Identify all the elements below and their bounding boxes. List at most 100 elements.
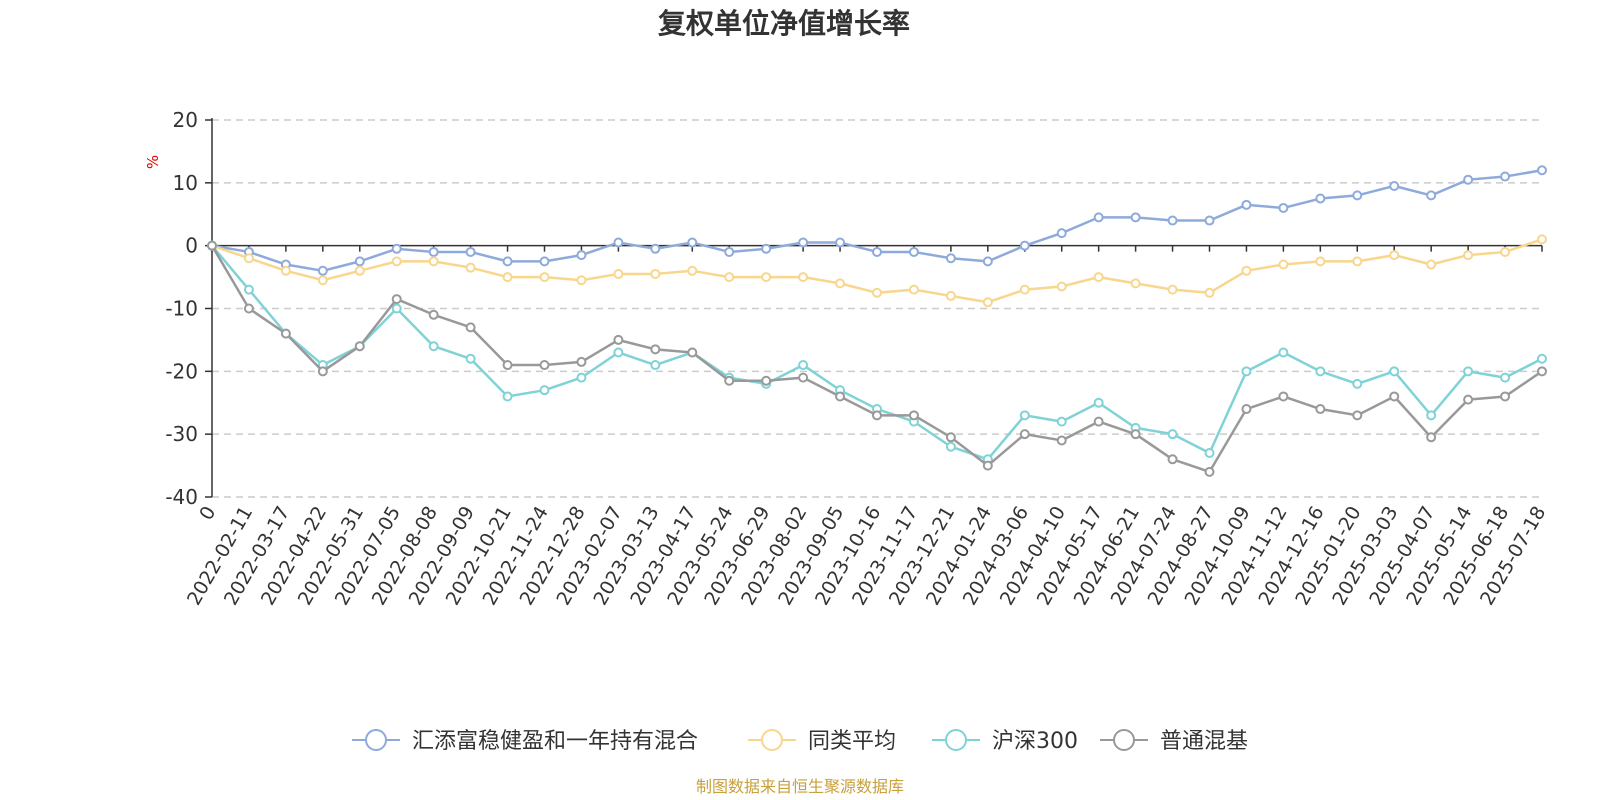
legend[interactable]: 汇添富稳健盈和一年持有混合 同类平均 沪深300 普通混基 [352, 729, 1248, 754]
data-point-1 [243, 253, 254, 264]
data-point-0 [1278, 202, 1289, 213]
data-point-0 [872, 246, 882, 257]
data-point-2 [1056, 416, 1067, 427]
data-point-0 [317, 265, 328, 276]
data-point-0 [1019, 240, 1030, 251]
data-point-1 [872, 287, 882, 298]
data-point-3 [945, 432, 956, 443]
data-point-3 [1019, 429, 1030, 440]
data-point-3 [1463, 394, 1474, 405]
data-point-1 [835, 278, 846, 289]
data-point-3 [687, 347, 698, 358]
data-point-0 [761, 243, 772, 254]
legend-marker-icon [761, 729, 783, 751]
data-point-0 [1241, 199, 1252, 210]
data-point-1 [1130, 278, 1141, 289]
data-point-0 [724, 246, 735, 257]
data-point-3 [576, 356, 587, 367]
legend-label: 同类平均 [808, 729, 896, 754]
data-point-2 [1019, 410, 1030, 421]
data-point-0 [650, 243, 661, 254]
data-point-2 [1389, 366, 1400, 377]
data-point-0 [908, 246, 919, 257]
legend-item-2[interactable]: 沪深300 [932, 729, 1078, 754]
legend-label: 普通混基 [1160, 729, 1248, 754]
axes [205, 118, 1543, 498]
grid-lines [212, 119, 1542, 498]
data-point-1 [1315, 256, 1326, 267]
data-point-2 [1241, 366, 1252, 377]
legend-item-1[interactable]: 同类平均 [748, 729, 896, 754]
data-point-1 [1500, 246, 1511, 257]
data-point-3 [1241, 404, 1252, 415]
data-point-1 [1389, 250, 1400, 261]
data-point-3 [650, 344, 661, 355]
data-point-3 [1426, 432, 1437, 443]
data-point-0 [798, 237, 809, 248]
chart-title: 复权单位净值增长率 [658, 7, 910, 40]
source-note: 制图数据来自恒生聚源数据库 [696, 777, 904, 796]
legend-marker-icon [945, 729, 967, 751]
data-point-0 [613, 237, 624, 248]
data-point-3 [1204, 466, 1215, 477]
y-tick-label: -20 [165, 359, 198, 383]
data-point-0 [1204, 215, 1215, 226]
data-point-3 [1500, 391, 1511, 402]
data-point-3 [982, 460, 993, 471]
data-point-3 [1093, 416, 1104, 427]
data-point-2 [1352, 378, 1363, 389]
data-point-1 [1537, 234, 1547, 245]
data-point-2 [613, 347, 624, 358]
data-point-3 [1130, 429, 1141, 440]
data-point-1 [1426, 259, 1437, 270]
y-tick-label: 10 [173, 171, 198, 195]
data-point-0 [502, 256, 513, 267]
data-point-2 [1278, 347, 1289, 358]
series-line-3 [210, 245, 1543, 474]
data-point-1 [280, 265, 291, 276]
data-point-1 [687, 265, 698, 276]
data-point-1 [945, 290, 956, 301]
data-point-2 [1537, 353, 1547, 364]
data-point-0 [465, 246, 476, 257]
data-point-3 [835, 391, 846, 402]
data-point-0 [1167, 215, 1178, 226]
legend-item-0[interactable]: 汇添富稳健盈和一年持有混合 [352, 729, 698, 754]
data-point-0 [982, 256, 993, 267]
data-point-1 [1204, 287, 1215, 298]
data-point-0 [1463, 174, 1474, 185]
data-point-2 [1463, 366, 1474, 377]
data-point-3 [207, 240, 217, 251]
data-point-1 [317, 275, 328, 286]
data-point-3 [1389, 391, 1400, 402]
data-point-0 [1426, 190, 1437, 201]
y-tick-label: -30 [165, 422, 198, 446]
data-point-3 [1352, 410, 1363, 421]
data-point-3 [317, 366, 328, 377]
data-point-2 [650, 360, 661, 371]
data-point-3 [1537, 366, 1547, 377]
data-point-3 [761, 375, 772, 386]
data-point-3 [391, 294, 402, 305]
data-point-2 [576, 372, 587, 383]
data-point-3 [613, 334, 624, 345]
data-point-2 [1500, 372, 1511, 383]
data-point-1 [982, 297, 993, 308]
legend-item-3[interactable]: 普通混基 [1100, 729, 1248, 754]
data-point-0 [1500, 171, 1511, 182]
data-point-3 [1278, 391, 1289, 402]
data-point-3 [539, 360, 550, 371]
data-point-3 [798, 372, 809, 383]
data-point-3 [724, 375, 735, 386]
data-point-2 [465, 353, 476, 364]
y-axis-unit: % [144, 155, 162, 169]
data-point-1 [1167, 284, 1178, 295]
data-point-1 [761, 272, 772, 283]
data-point-2 [798, 360, 809, 371]
data-point-1 [1352, 256, 1363, 267]
data-point-2 [1315, 366, 1326, 377]
data-point-3 [428, 309, 439, 320]
legend-marker-icon [365, 729, 387, 751]
data-point-1 [539, 272, 550, 283]
